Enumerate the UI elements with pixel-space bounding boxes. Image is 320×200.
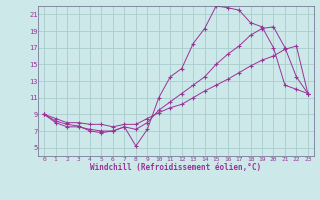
X-axis label: Windchill (Refroidissement éolien,°C): Windchill (Refroidissement éolien,°C) [91, 163, 261, 172]
